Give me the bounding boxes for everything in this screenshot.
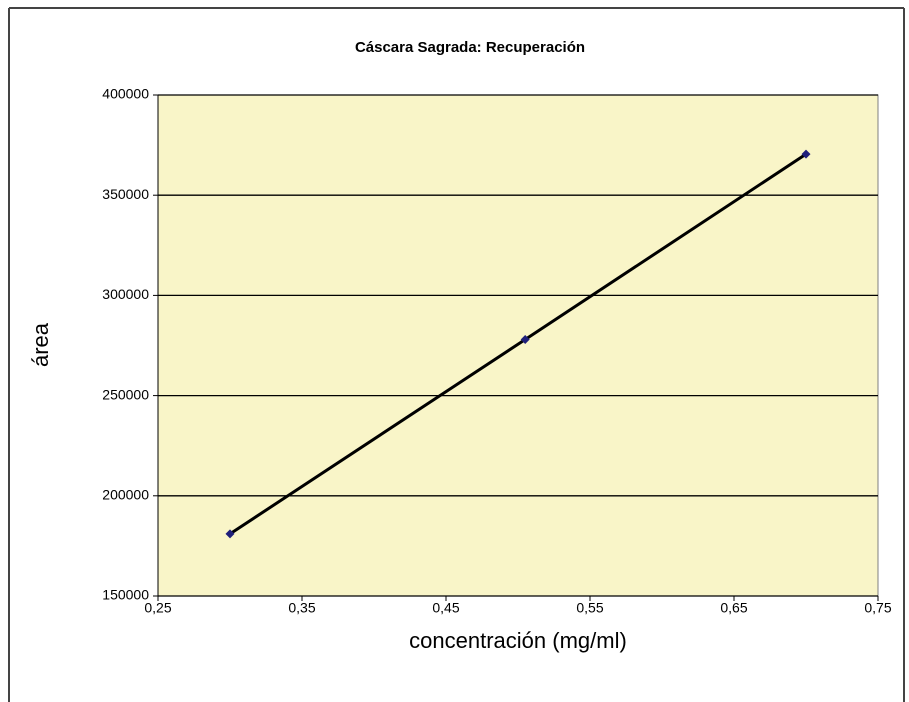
y-tick-label: 350000 [102,186,149,202]
x-axis-label: concentración (mg/ml) [409,628,627,653]
data-point [801,149,811,159]
y-tick-label: 200000 [102,487,149,503]
y-axis-label: área [28,322,53,367]
chart-title: Cáscara Sagrada: Recuperación [355,39,585,56]
x-tick-label: 0,25 [144,600,171,616]
data-point [225,529,235,539]
x-tick-label: 0,55 [576,600,603,616]
x-tick-label: 0,35 [288,600,315,616]
x-tick-label: 0,75 [864,600,891,616]
y-tick-label: 400000 [102,86,149,102]
x-tick-label: 0,45 [432,600,459,616]
y-tick-label: 150000 [102,587,149,603]
y-tick-label: 250000 [102,386,149,402]
x-tick-label: 0,65 [720,600,747,616]
data-point [520,334,530,344]
y-tick-label: 300000 [102,286,149,302]
